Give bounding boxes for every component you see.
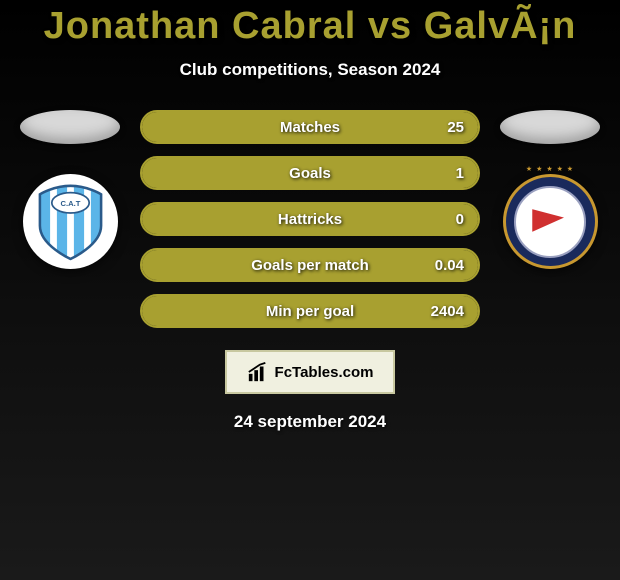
stats-column: Matches 25 Goals 1 Hattricks 0 Goals per match… xyxy=(140,110,480,328)
stat-label: Goals per match xyxy=(251,257,369,274)
stat-bar: Matches 25 xyxy=(140,110,480,144)
bar-chart-icon xyxy=(247,361,269,383)
left-column: C.A.T xyxy=(20,110,120,269)
stat-label: Goals xyxy=(289,165,331,182)
main-row: C.A.T Matches 25 Goals 1 Hattricks 0 Goals per… xyxy=(0,110,620,328)
stat-bar: Goals 1 xyxy=(140,156,480,190)
star-row-icon: ★ ★ ★ ★ ★ xyxy=(526,165,574,173)
pennant-flag-icon xyxy=(522,194,578,250)
right-column: ★ ★ ★ ★ ★ xyxy=(500,110,600,269)
stat-right-value: 25 xyxy=(447,119,464,136)
stat-bar: Hattricks 0 xyxy=(140,202,480,236)
stat-right-value: 1 xyxy=(456,165,464,182)
comparison-card: Jonathan Cabral vs GalvÃ¡n Club competit… xyxy=(0,0,620,432)
stat-bar: Min per goal 2404 xyxy=(140,294,480,328)
stat-label: Matches xyxy=(280,119,340,136)
left-team-badge: C.A.T xyxy=(23,174,118,269)
subtitle: Club competitions, Season 2024 xyxy=(0,60,620,80)
left-badge-text: C.A.T xyxy=(60,199,80,208)
left-player-oval xyxy=(20,110,120,144)
date-line: 24 september 2024 xyxy=(0,412,620,432)
right-badge-inner xyxy=(514,186,586,258)
page-title: Jonathan Cabral vs GalvÃ¡n xyxy=(0,0,620,48)
right-team-badge: ★ ★ ★ ★ ★ xyxy=(503,174,598,269)
brand-label: FcTables.com xyxy=(275,364,374,381)
right-player-oval xyxy=(500,110,600,144)
brand-box[interactable]: FcTables.com xyxy=(225,350,395,394)
stat-right-value: 0.04 xyxy=(435,257,464,274)
shield-stripes-icon: C.A.T xyxy=(28,179,113,264)
stat-right-value: 0 xyxy=(456,211,464,228)
stat-label: Hattricks xyxy=(278,211,342,228)
stat-label: Min per goal xyxy=(266,303,354,320)
stat-right-value: 2404 xyxy=(431,303,464,320)
stat-bar: Goals per match 0.04 xyxy=(140,248,480,282)
